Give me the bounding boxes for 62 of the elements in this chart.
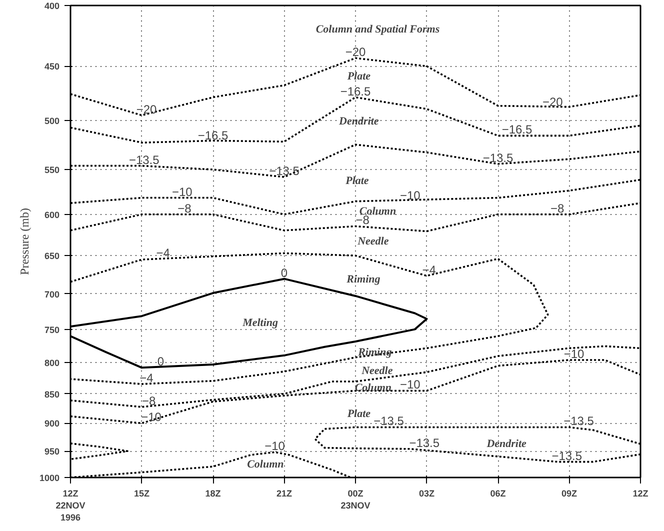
annotation: Column <box>354 382 392 394</box>
annotation: −10 <box>141 410 162 424</box>
annotation: −20 <box>345 45 366 60</box>
y-tick-label: 850 <box>44 389 60 400</box>
annotation: Plate <box>346 175 369 188</box>
annotation: −8 <box>550 201 565 216</box>
x-tick-label: 15Z <box>134 488 150 498</box>
annotation: −13.5 <box>409 436 440 450</box>
annotation: Plate <box>347 408 371 420</box>
annotation: −4 <box>140 370 154 385</box>
annotation: −10 <box>400 378 421 392</box>
y-tick-label: 750 <box>44 324 60 335</box>
x-tick-label: 12Z <box>632 488 649 498</box>
annotation: Needle <box>360 364 393 377</box>
annotation: −13.5 <box>128 152 160 167</box>
annotation: −10 <box>400 188 421 202</box>
annotation: Needle <box>356 236 389 248</box>
y-tick-label: 700 <box>44 289 60 300</box>
y-tick-label: 600 <box>44 210 60 220</box>
y-tick-label: 500 <box>44 116 60 126</box>
annotation: −20 <box>542 94 564 109</box>
annotation: 0 <box>280 266 288 280</box>
y-tick-label: 1000 <box>39 473 60 483</box>
y-tick-label: 650 <box>44 251 60 262</box>
annotation: Riming <box>357 346 392 358</box>
annotation: Melting <box>242 317 279 330</box>
annotation: Plate <box>347 70 371 82</box>
annotation: Riming <box>346 273 381 286</box>
annotation: −13.5 <box>482 150 514 165</box>
annotation: −16.5 <box>502 122 533 137</box>
y-tick-label: 400 <box>44 1 60 11</box>
x-tick-label: 21Z <box>276 488 293 498</box>
x-tick-label: 12Z 22NOV 1996 <box>56 488 86 522</box>
x-tick-label: 06Z <box>490 488 506 498</box>
x-tick-label: 00Z 23NOV <box>340 488 370 510</box>
y-tick-label: 800 <box>44 358 60 368</box>
annotation: −10 <box>172 184 193 199</box>
annotation: −13.5 <box>552 448 582 463</box>
annotation: −16.5 <box>340 84 372 98</box>
annotation: −20 <box>136 102 158 116</box>
annotation: −4 <box>156 246 170 260</box>
x-tick-label: 09Z <box>561 488 578 498</box>
x-tick-label: 18Z <box>205 488 222 498</box>
annotation: 0 <box>157 354 164 369</box>
y-tick-label: 900 <box>44 418 60 429</box>
y-tick-label: 550 <box>44 165 60 176</box>
annotation: −13.5 <box>374 414 404 428</box>
annotation: −8 <box>142 394 156 408</box>
annotation: Column <box>247 458 284 470</box>
annotation: −8 <box>178 201 192 216</box>
y-tick-label: 950 <box>44 446 60 457</box>
y-axis-title: Pressure (mb) <box>17 208 32 275</box>
annotation: Dendrite <box>338 116 379 128</box>
annotation: −16.5 <box>198 128 229 143</box>
annotation: Dendrite <box>486 438 527 450</box>
annotation: −4 <box>422 262 436 277</box>
x-tick-label: 03Z <box>418 488 436 498</box>
annotation: −10 <box>564 346 585 361</box>
annotation: −10 <box>264 439 286 454</box>
y-tick-label: 450 <box>44 62 60 72</box>
annotation: Column and Spatial Forms <box>316 24 440 36</box>
annotation: −13.5 <box>564 414 594 428</box>
